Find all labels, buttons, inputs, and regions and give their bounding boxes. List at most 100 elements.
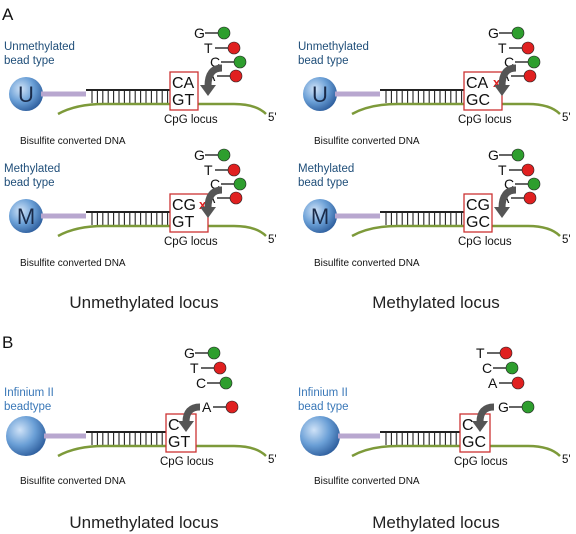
nucleotide-dot xyxy=(521,400,535,414)
probe-bases: CA xyxy=(172,75,195,92)
nucleotide-letter: G xyxy=(194,147,205,163)
target-bases: GT xyxy=(172,92,194,109)
extension-arrowhead xyxy=(494,207,510,218)
bisulfite-dna-label: Bisulfite converted DNA xyxy=(20,476,126,487)
nucleotide-dot xyxy=(213,361,227,375)
cpg-locus-label: CpG locus xyxy=(160,456,214,468)
bead-type-label: Unmethylated xyxy=(298,41,369,53)
bead-type-label: bead type xyxy=(4,177,55,189)
five-prime-label: 5' xyxy=(562,112,571,124)
bead xyxy=(9,77,43,111)
bead-letter: U xyxy=(312,82,328,107)
bead-type-label: Infinium II xyxy=(4,387,54,399)
cpg-locus-box xyxy=(169,193,209,233)
bisulfite-dna-label: Bisulfite converted DNA xyxy=(20,258,126,269)
nucleotide-letter: C xyxy=(482,360,492,376)
caption-methylated-locus: Methylated locus xyxy=(372,513,500,532)
bead xyxy=(303,77,337,111)
cpg-locus-box xyxy=(459,413,491,453)
nucleotide-letter: C xyxy=(196,375,206,391)
five-prime-label: 5' xyxy=(562,234,571,246)
extension-arrow xyxy=(498,64,517,87)
target-dna-strand xyxy=(351,224,561,238)
bead-type-label: Methylated xyxy=(298,163,354,175)
nucleotide-letter: T xyxy=(190,360,199,376)
bead-type-label: beadtype xyxy=(4,401,51,413)
target-dna-strand xyxy=(351,102,561,116)
nucleotide-dot xyxy=(505,361,519,375)
assay-cell: C GC CpG locus 5' Bisulfite converted DNA Inf… xyxy=(298,345,571,487)
cpg-locus-label: CpG locus xyxy=(458,114,512,126)
extension-arrowhead xyxy=(200,85,216,96)
target-dna-strand xyxy=(351,444,561,458)
cpg-locus-box xyxy=(165,413,197,453)
cpg-locus-box xyxy=(169,71,199,111)
bead-letter: U xyxy=(18,82,34,107)
extension-arrowhead xyxy=(472,421,488,432)
nucleotide-dot xyxy=(229,191,243,205)
nucleotide-dot xyxy=(511,148,525,162)
nucleotide-letter: T xyxy=(498,40,507,56)
nucleotide-dot xyxy=(217,148,231,162)
nucleotide-dot xyxy=(499,346,513,360)
nucleotide-letter: G xyxy=(488,147,499,163)
probe-bases: CG xyxy=(172,197,196,214)
bead xyxy=(9,199,43,233)
bisulfite-dna-label: Bisulfite converted DNA xyxy=(20,136,126,147)
target-dna-strand xyxy=(57,444,267,458)
nucleotide-dot xyxy=(227,163,241,177)
bead-letter: M xyxy=(311,204,329,229)
five-prime-label: 5' xyxy=(268,112,277,124)
nucleotide-letter: G xyxy=(184,345,195,361)
bead-type-label: bead type xyxy=(298,401,349,413)
cpg-locus-label: CpG locus xyxy=(458,236,512,248)
five-prime-label: 5' xyxy=(562,454,571,466)
nucleotide-dot xyxy=(219,376,233,390)
nucleotide-letter: T xyxy=(498,162,507,178)
extension-arrow xyxy=(204,64,223,87)
bead xyxy=(303,199,337,233)
bead xyxy=(6,416,46,456)
target-bases: GC xyxy=(462,434,486,451)
nucleotide-letter: A xyxy=(202,399,212,415)
nucleotide-dot xyxy=(523,191,537,205)
target-bases: GC xyxy=(466,92,490,109)
extension-arrowhead xyxy=(494,85,510,96)
bisulfite-dna-label: Bisulfite converted DNA xyxy=(314,476,420,487)
nucleotide-dot xyxy=(225,400,239,414)
nucleotide-dot xyxy=(523,69,537,83)
caption-methylated-locus: Methylated locus xyxy=(372,293,500,312)
nucleotide-dot xyxy=(511,26,525,40)
nucleotide-letter: A xyxy=(488,375,498,391)
nucleotide-dot xyxy=(527,55,541,69)
probe-bases: C xyxy=(168,417,180,434)
bead-type-label: Methylated xyxy=(4,163,60,175)
bead-type-label: bead type xyxy=(298,177,349,189)
probe-bases: CA xyxy=(466,75,489,92)
extension-arrowhead xyxy=(200,207,216,218)
mismatch-x-mark: x xyxy=(493,75,501,90)
cpg-locus-label: CpG locus xyxy=(454,456,508,468)
cpg-locus-box xyxy=(463,71,503,111)
nucleotide-dot xyxy=(527,177,541,191)
cpg-locus-box xyxy=(463,193,493,233)
nucleotide-letter: C xyxy=(210,54,220,70)
bead-type-label: bead type xyxy=(298,55,349,67)
extension-arrow xyxy=(498,186,517,209)
mismatch-x-mark: x xyxy=(199,197,207,212)
nucleotide-dot xyxy=(233,55,247,69)
nucleotide-letter: G xyxy=(488,25,499,41)
nucleotide-dot xyxy=(521,163,535,177)
nucleotide-letter: T xyxy=(204,40,213,56)
extension-arrow xyxy=(204,186,223,209)
extension-arrow xyxy=(182,403,201,423)
bead-type-label: Infinium II xyxy=(298,387,348,399)
target-bases: GT xyxy=(172,214,194,231)
